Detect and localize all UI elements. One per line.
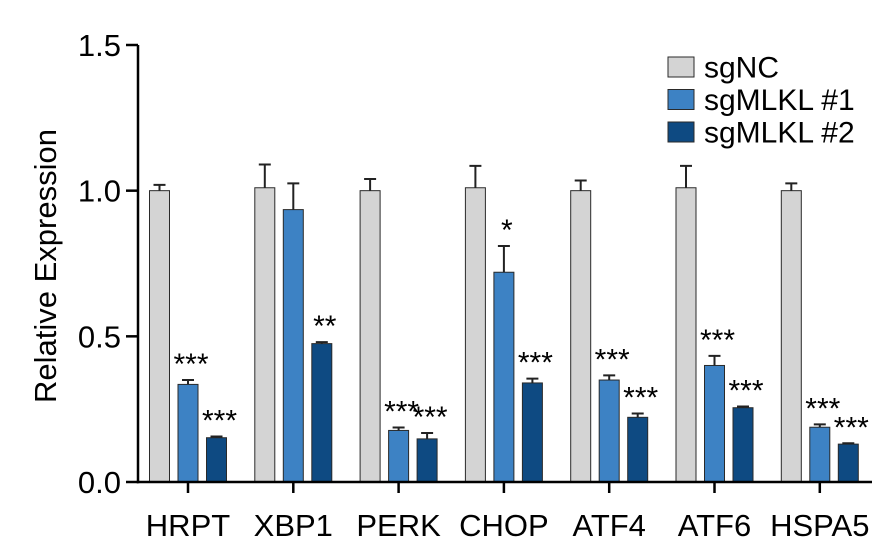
error-bar-sgmlkl-1-chop	[497, 245, 510, 273]
y-tick-label-0-0: 0.0	[78, 465, 121, 500]
error-bar-sgnc-hspa5	[785, 182, 798, 191]
legend-label-sgmlkl-2: sgMLKL #2	[704, 117, 855, 150]
bar-sgmlkl-2-atf4	[627, 416, 649, 483]
category-label-atf6: ATF6	[678, 508, 752, 543]
significance-label-sgmlkl-1-hrpt: ***	[173, 348, 208, 381]
y-axis: 0.0 0.5 1.0 1.5	[78, 28, 140, 500]
error-bar-sgnc-atf6	[680, 164, 692, 188]
error-bar-sgmlkl-2-hrpt	[210, 435, 223, 438]
significance-label-sgmlkl-2-atf6: ***	[728, 375, 763, 408]
error-bar-sgmlkl-2-chop	[526, 377, 539, 383]
bar-sgnc-hspa5	[780, 190, 802, 483]
error-bar-sgnc-xbp1	[258, 163, 271, 188]
error-bar-sgmlkl-2-hspa5	[842, 442, 855, 445]
bar-sgmlkl-2-xbp1	[311, 343, 333, 483]
bar-sgmlkl-1-hspa5	[809, 426, 831, 483]
bar-sgnc-atf6	[675, 187, 697, 483]
significance-label-sgmlkl-2-perk: ***	[413, 401, 448, 434]
bar-sgnc-xbp1	[254, 187, 276, 483]
bar-sgmlkl-2-hspa5	[837, 443, 859, 483]
legend-swatch-sgnc	[667, 56, 695, 78]
legend-label-sgnc: sgNC	[704, 52, 779, 85]
significance-label-sgmlkl-2-hrpt: ***	[202, 405, 237, 438]
significance-label-sgmlkl-1-atf6: ***	[700, 324, 735, 357]
bar-sgnc-atf4	[570, 190, 592, 483]
y-tick-label-0-5: 0.5	[78, 319, 121, 354]
significance-label-sgmlkl-2-chop: ***	[518, 347, 553, 380]
error-bar-sgnc-hrpt	[153, 183, 166, 191]
error-bar-sgnc-perk	[364, 178, 377, 191]
bar-sgmlkl-1-hrpt	[177, 383, 199, 483]
bar-sgmlkl-2-perk	[416, 438, 438, 483]
error-bar-sgmlkl-1-atf6	[708, 354, 721, 366]
bar-sgmlkl-1-xbp1	[282, 209, 304, 483]
category-label-hrpt: HRPT	[146, 508, 230, 543]
category-label-perk: PERK	[356, 508, 441, 543]
error-bar-sgnc-chop	[469, 164, 482, 188]
bar-sgnc-hrpt	[149, 190, 170, 483]
error-bars	[153, 163, 855, 445]
category-label-atf4: ATF4	[572, 508, 646, 543]
bar-sgnc-chop	[464, 187, 486, 483]
error-bar-sgmlkl-2-atf6	[737, 405, 749, 408]
significance-label-sgmlkl-1-perk: ***	[384, 396, 419, 429]
error-bar-sgmlkl-2-perk	[421, 432, 434, 439]
bar-sgmlkl-1-chop	[493, 271, 515, 483]
y-tick-label-1-0: 1.0	[78, 174, 121, 209]
significance-labels: ****************** ******************	[173, 214, 869, 444]
error-bar-sgmlkl-2-atf4	[631, 412, 644, 418]
category-label-hspa5: HSPA5	[770, 508, 869, 543]
error-bar-sgmlkl-1-perk	[392, 426, 405, 431]
bar-sgnc-perk	[359, 190, 381, 483]
error-bar-sgmlkl-2-xbp1	[315, 341, 328, 344]
bar-sgmlkl-1-perk	[388, 429, 410, 483]
y-axis-label: Relative Expression	[28, 129, 63, 403]
significance-label-sgmlkl-2-xbp1: **	[313, 310, 337, 343]
error-bar-sgmlkl-1-hspa5	[813, 423, 826, 428]
significance-label-sgmlkl-2-atf4: ***	[623, 382, 658, 415]
bar-sgmlkl-2-hrpt	[206, 437, 227, 483]
legend-swatch-sgmlkl-2	[667, 121, 695, 143]
x-axis: HRPT XBP1 PERK CHOP ATF4 ATF6 HSPA5	[136, 480, 872, 543]
significance-label-sgmlkl-1-hspa5: ***	[805, 392, 840, 425]
significance-label-sgmlkl-1-chop: *	[501, 214, 513, 247]
category-label-xbp1: XBP1	[254, 508, 333, 543]
significance-label-sgmlkl-2-hspa5: ***	[834, 411, 869, 444]
error-bar-sgmlkl-1-xbp1	[287, 182, 300, 210]
error-bar-sgmlkl-1-hrpt	[182, 379, 194, 385]
error-bar-sgnc-atf4	[574, 179, 587, 191]
error-bar-sgmlkl-1-atf4	[603, 374, 616, 381]
plot-bars	[149, 187, 859, 483]
legend-label-sgmlkl-1: sgMLKL #1	[704, 84, 855, 117]
bar-sgmlkl-2-atf6	[732, 407, 754, 483]
bar-sgmlkl-1-atf4	[598, 379, 620, 483]
significance-label-sgmlkl-1-atf4: ***	[595, 343, 630, 376]
category-label-chop: CHOP	[459, 508, 549, 543]
legend-swatch-sgmlkl-1	[667, 89, 695, 110]
y-tick-label-1-5: 1.5	[78, 28, 121, 63]
bar-sgmlkl-2-chop	[521, 382, 543, 483]
bar-sgmlkl-1-atf6	[704, 364, 725, 483]
